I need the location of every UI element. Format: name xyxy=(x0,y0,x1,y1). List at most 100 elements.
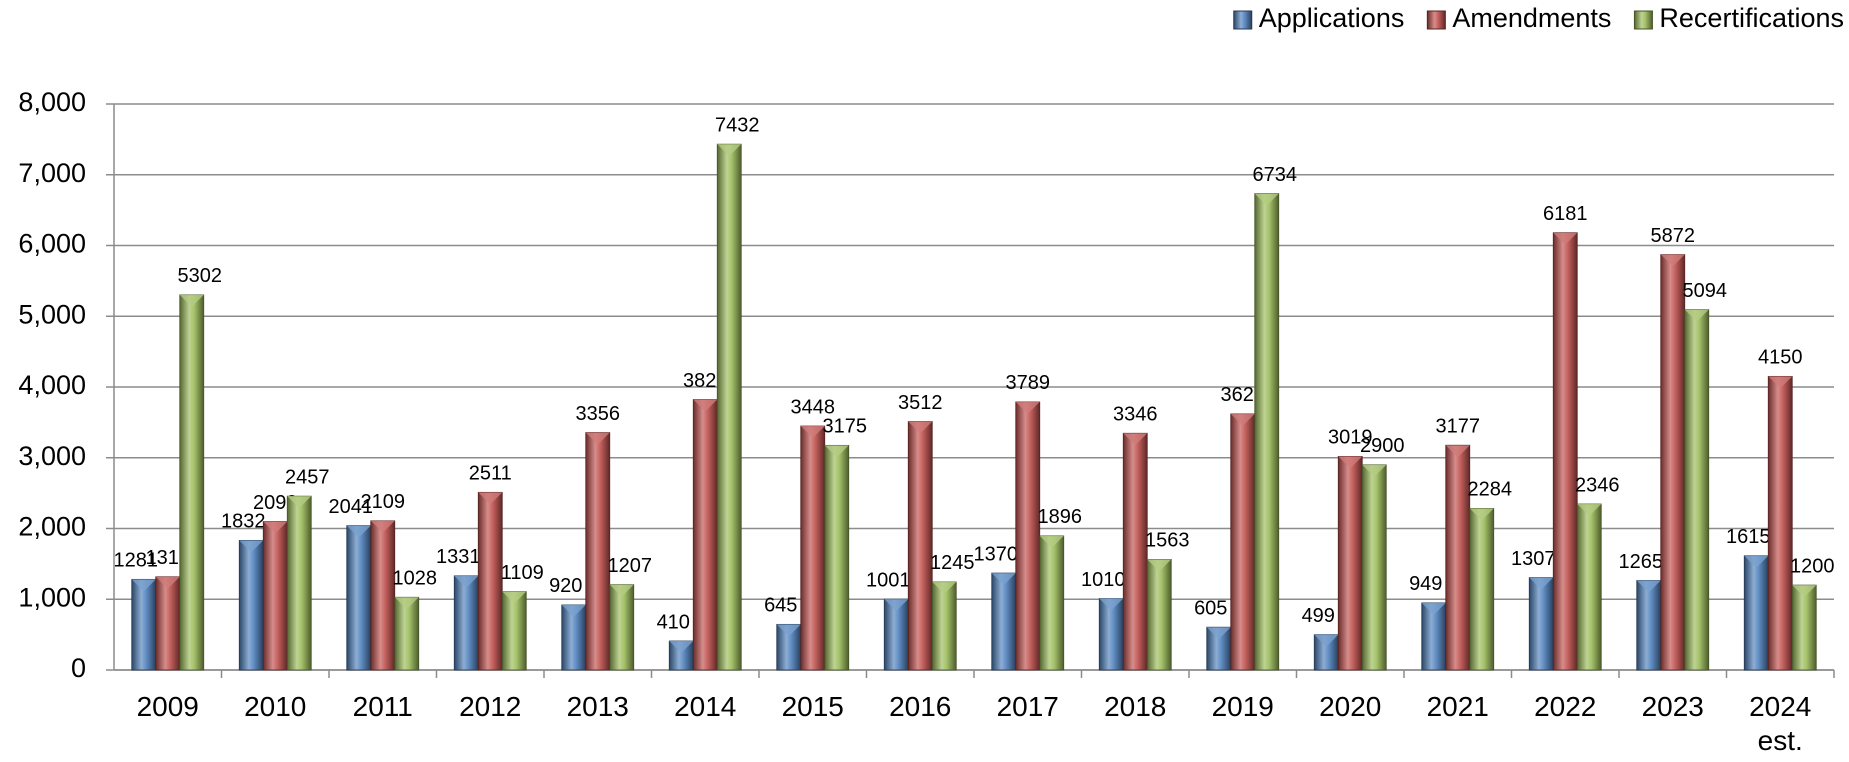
legend-swatch xyxy=(1233,10,1253,30)
data-label: 645 xyxy=(764,595,797,617)
data-label: 6181 xyxy=(1543,203,1588,225)
bar-top xyxy=(991,573,1016,586)
bar xyxy=(1528,577,1554,671)
data-label: 410 xyxy=(657,611,690,633)
bar-top xyxy=(1445,445,1470,458)
x-tick-label: 2017 xyxy=(996,691,1059,722)
x-tick-label: 2011 xyxy=(352,691,413,722)
data-label: 4150 xyxy=(1758,347,1803,369)
data-label: 1109 xyxy=(501,562,544,584)
data-label: 1001 xyxy=(866,569,911,591)
data-label: 2284 xyxy=(1468,479,1513,501)
bar-top xyxy=(1314,634,1339,647)
bar-top xyxy=(1254,193,1279,206)
bar xyxy=(394,596,420,671)
data-label: 1896 xyxy=(1038,506,1083,528)
bar-top xyxy=(454,575,479,588)
bar xyxy=(824,444,850,671)
bar-top xyxy=(1684,309,1709,322)
bar-top xyxy=(1206,627,1231,640)
x-tick-label: 2024 est. xyxy=(1749,691,1812,756)
bar xyxy=(1743,555,1769,671)
bar-top xyxy=(370,520,395,533)
data-label: 1028 xyxy=(393,568,438,590)
data-label: 5094 xyxy=(1683,280,1728,302)
bar xyxy=(1146,559,1172,671)
data-label: 1318 xyxy=(146,547,191,569)
bar xyxy=(1767,375,1793,671)
data-label: 1200 xyxy=(1790,555,1835,577)
data-label: 3823 xyxy=(683,370,728,392)
x-tick-label: 2018 xyxy=(1104,691,1167,722)
legend-label: Amendments xyxy=(1452,3,1611,33)
bar xyxy=(477,491,503,671)
bar-top xyxy=(179,294,204,307)
legend-swatch xyxy=(1426,10,1446,30)
bar xyxy=(453,575,479,671)
bar-top xyxy=(1529,577,1554,590)
bar xyxy=(238,539,264,671)
bar xyxy=(155,576,181,671)
bar xyxy=(1791,584,1817,671)
x-tick-label: 2020 xyxy=(1319,691,1382,722)
y-tick-label: 2,000 xyxy=(18,512,86,542)
data-label: 3175 xyxy=(823,416,868,438)
data-label: 2511 xyxy=(469,463,512,485)
data-label: 1331 xyxy=(436,546,481,568)
bar xyxy=(585,432,611,671)
bar-top xyxy=(1660,254,1685,267)
y-tick-label: 6,000 xyxy=(18,229,86,259)
data-label: 3512 xyxy=(898,392,943,414)
x-tick-label: 2009 xyxy=(136,691,199,722)
data-label: 1245 xyxy=(930,552,975,574)
data-label: 3789 xyxy=(1006,372,1051,394)
data-label: 1370 xyxy=(974,543,1019,565)
bar xyxy=(1576,503,1602,671)
bar-top xyxy=(263,521,288,534)
data-label: 2109 xyxy=(361,491,406,513)
data-label: 2041 xyxy=(329,496,374,518)
legend-label: Applications xyxy=(1259,3,1405,33)
bar-top xyxy=(717,144,742,157)
bar xyxy=(716,143,742,671)
bar xyxy=(1552,232,1578,671)
bar-top xyxy=(800,426,825,439)
bar-top xyxy=(155,576,180,589)
bar xyxy=(179,294,205,671)
bar-top xyxy=(1230,413,1255,426)
x-tick-label: 2022 xyxy=(1534,691,1597,722)
data-label: 2099 xyxy=(253,492,298,514)
data-label: 3620 xyxy=(1221,384,1266,406)
bar-top xyxy=(824,445,849,458)
data-label: 1281 xyxy=(114,550,159,572)
data-label: 2457 xyxy=(285,466,330,488)
bar-top xyxy=(669,640,694,653)
bar xyxy=(931,581,957,671)
bar-top xyxy=(1792,585,1817,598)
data-label: 7432 xyxy=(715,114,760,136)
bar-top xyxy=(239,540,264,553)
bar-top xyxy=(287,496,312,509)
y-tick-label: 0 xyxy=(71,653,86,683)
data-label: 3448 xyxy=(791,396,836,418)
bar-top xyxy=(932,581,957,594)
bar-top xyxy=(394,597,419,610)
x-tick-label: 2016 xyxy=(889,691,952,722)
data-label: 2900 xyxy=(1360,435,1405,457)
y-tick-label: 7,000 xyxy=(18,158,86,188)
bar xyxy=(1039,535,1065,671)
bar xyxy=(1469,508,1495,671)
x-tick-label: 2014 xyxy=(674,691,737,722)
bar xyxy=(262,521,288,671)
bar-top xyxy=(1768,376,1793,389)
bar xyxy=(1015,401,1041,671)
bar-top xyxy=(478,492,503,505)
bar xyxy=(1684,309,1710,671)
bar-top xyxy=(1147,559,1172,572)
data-label: 3346 xyxy=(1113,404,1158,426)
bar-top xyxy=(1099,598,1124,611)
bar xyxy=(501,591,527,671)
bar-top xyxy=(1577,504,1602,517)
